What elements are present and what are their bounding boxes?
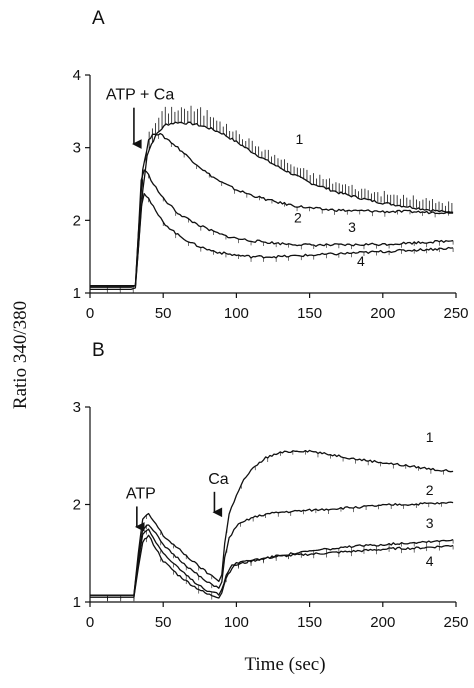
series-label-2: 2: [294, 210, 302, 226]
y-tick-label: 2: [73, 497, 81, 514]
panel-letter: B: [92, 340, 105, 361]
x-tick-label: 0: [86, 614, 94, 631]
x-tick-label: 200: [370, 305, 395, 322]
y-tick-label: 3: [73, 399, 81, 416]
y-tick-label: 2: [73, 212, 81, 229]
x-tick-label: 200: [370, 614, 395, 631]
x-tick-label: 50: [155, 305, 172, 322]
x-tick-label: 250: [443, 614, 468, 631]
x-tick-label: 150: [297, 614, 322, 631]
series-line-2: [90, 132, 454, 287]
x-tick-label: 250: [443, 305, 468, 322]
panel-b: B 1 2 3 0 50 100 150 200 250 1 2 3 4 ATP Ca: [73, 340, 469, 631]
series-line-1: [90, 449, 454, 596]
series-label-3: 3: [426, 515, 434, 531]
y-tick-label: 1: [73, 594, 81, 611]
series-label-2: 2: [426, 482, 434, 498]
annotation-label: Ca: [208, 471, 229, 488]
panel-letter: A: [92, 8, 105, 29]
series-label-1: 1: [426, 429, 434, 445]
y-tick-label: 1: [73, 285, 81, 302]
series-line-3: [90, 169, 454, 288]
x-tick-label: 150: [297, 305, 322, 322]
x-tick-label: 100: [224, 614, 249, 631]
y-axis-label: Ratio 340/380: [10, 301, 31, 409]
series-label-4: 4: [357, 253, 365, 269]
series-line-1: [90, 121, 454, 287]
x-axis-label: Time (sec): [244, 654, 325, 675]
x-tick-label: 0: [86, 305, 94, 322]
annotation-label: ATP: [126, 485, 156, 502]
series-line-4: [90, 192, 454, 291]
panel-a: A 1 2 3 4 0 50 100 150 200 250 1 2 3 4 ATP + Ca: [73, 8, 469, 322]
series-label-3: 3: [348, 219, 356, 235]
x-tick-label: 100: [224, 305, 249, 322]
x-tick-label: 50: [155, 614, 172, 631]
series-label-1: 1: [295, 131, 303, 147]
y-tick-label: 4: [73, 67, 81, 84]
series-line-4: [90, 534, 454, 599]
y-tick-label: 3: [73, 140, 81, 157]
series-label-4: 4: [426, 553, 434, 569]
series-line-2: [90, 501, 454, 596]
annotation-label: ATP + Ca: [106, 87, 174, 104]
